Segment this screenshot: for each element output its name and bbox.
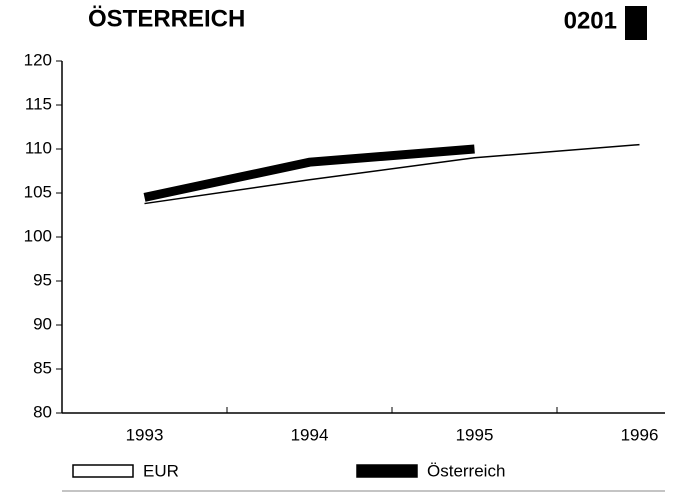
y-tick-label: 80 [33, 402, 52, 421]
y-tick-label: 115 [25, 94, 52, 113]
y-tick-label: 100 [24, 226, 52, 245]
x-tick-label: 1995 [456, 425, 494, 444]
y-tick-label: 120 [24, 50, 52, 69]
legend-swatch [72, 464, 134, 478]
y-tick-label: 110 [25, 138, 52, 157]
y-tick-label: 90 [33, 314, 52, 333]
x-tick-label: 1996 [621, 425, 659, 444]
x-tick-label: 1994 [291, 425, 329, 444]
y-tick-label: 95 [33, 270, 52, 289]
legend-swatch [356, 464, 418, 478]
series-line [143, 144, 475, 202]
legend-label: EUR [143, 461, 179, 480]
chart-code: 0201 [564, 7, 617, 34]
code-block [625, 6, 647, 40]
chart-title: ÖSTERREICH [88, 5, 245, 32]
y-tick-label: 85 [33, 358, 52, 377]
x-tick-label: 1993 [126, 425, 164, 444]
series-line [144, 143, 640, 205]
legend-label: Österreich [427, 461, 505, 480]
y-tick-label: 105 [24, 182, 52, 201]
